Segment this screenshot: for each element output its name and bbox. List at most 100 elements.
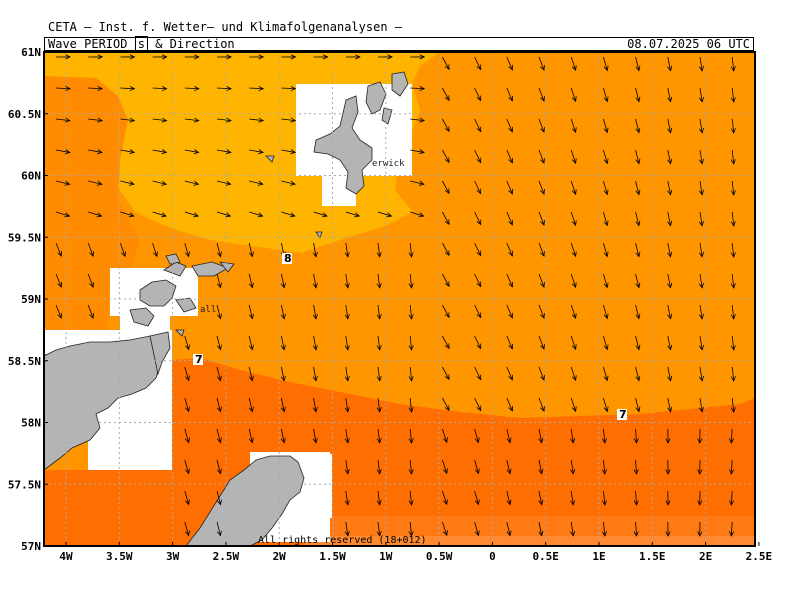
lon-tick-label: 0	[489, 550, 496, 563]
direction-arrow	[506, 56, 513, 71]
direction-arrow	[120, 242, 126, 258]
direction-arrow	[408, 459, 414, 475]
direction-arrow	[698, 180, 704, 196]
direction-arrow	[442, 118, 450, 133]
direction-arrow	[603, 149, 609, 165]
direction-arrow	[667, 180, 673, 196]
direction-arrow	[248, 397, 254, 413]
direction-arrow	[697, 521, 703, 537]
direction-arrow	[88, 180, 103, 186]
direction-arrow	[376, 459, 382, 475]
direction-arrow	[698, 304, 704, 320]
direction-arrow	[603, 397, 609, 413]
direction-arrow	[87, 242, 94, 257]
direction-arrow	[570, 304, 577, 320]
direction-arrow	[698, 397, 704, 413]
direction-arrow	[376, 428, 382, 444]
direction-arrow	[408, 273, 414, 289]
direction-arrow	[410, 85, 426, 92]
direction-arrow	[667, 366, 673, 382]
direction-arrow	[538, 366, 545, 381]
direction-arrow	[184, 211, 200, 218]
direction-arrow	[408, 366, 414, 382]
direction-arrow	[55, 242, 62, 257]
direction-arrow	[312, 335, 318, 351]
land-masses	[44, 71, 409, 546]
direction-arrow	[216, 117, 232, 123]
direction-arrow	[730, 149, 736, 165]
lat-tick-label: 58N	[21, 417, 41, 430]
direction-arrow	[697, 490, 703, 506]
direction-arrow	[570, 211, 577, 227]
direction-arrow	[474, 149, 482, 164]
aberdeenshire-coast	[185, 455, 305, 546]
direction-arrow	[570, 490, 576, 506]
direction-arrow	[408, 521, 414, 537]
direction-arrow	[538, 397, 545, 412]
direction-arrow	[88, 54, 104, 60]
direction-arrow	[570, 366, 577, 382]
direction-arrow	[216, 180, 232, 186]
lon-tick-label: 4W	[59, 550, 73, 563]
direction-arrow	[506, 87, 513, 102]
direction-arrow	[120, 180, 135, 186]
direction-arrow	[474, 180, 482, 195]
direction-arrow	[184, 242, 190, 258]
direction-arrow	[152, 117, 168, 123]
direction-arrow	[55, 54, 71, 60]
direction-arrow	[538, 242, 545, 257]
direction-arrow	[410, 211, 425, 218]
lon-tick-label: 2.5E	[746, 550, 773, 563]
lon-tick-label: 3.5W	[106, 550, 133, 563]
direction-arrow	[667, 56, 673, 72]
direction-arrow	[248, 428, 254, 444]
direction-arrow	[152, 149, 168, 155]
direction-arrow	[88, 85, 104, 92]
direction-arrow	[120, 54, 136, 60]
scotland-mainland	[44, 335, 167, 546]
direction-arrow	[635, 304, 641, 320]
direction-arrow	[408, 304, 414, 320]
direction-arrow	[730, 211, 736, 227]
direction-arrow	[120, 149, 136, 155]
direction-arrow	[601, 490, 607, 506]
direction-arrow	[570, 242, 577, 258]
direction-arrow	[344, 428, 350, 444]
direction-arrow	[538, 56, 545, 71]
lon-tick-label: 0.5W	[426, 550, 453, 563]
lat-tick-label: 60.5N	[8, 108, 41, 121]
direction-arrow	[570, 335, 577, 351]
direction-arrow	[698, 87, 704, 103]
direction-arrow	[442, 149, 450, 164]
direction-arrow	[698, 335, 704, 351]
title-bar: Wave PERIOD s & Direction 08.07.2025 06 …	[44, 36, 754, 52]
institute-header: CETA — Inst. f. Wetter— und Klimafolgena…	[48, 20, 403, 34]
direction-arrow	[730, 304, 736, 320]
direction-arrow	[474, 335, 482, 350]
direction-arrow	[249, 211, 264, 218]
direction-arrow	[603, 211, 609, 227]
direction-arrow	[474, 211, 482, 226]
direction-arrow	[281, 180, 296, 186]
direction-arrow	[249, 85, 265, 92]
direction-arrow	[408, 490, 414, 506]
direction-arrow	[184, 490, 190, 506]
direction-arrow	[474, 459, 480, 475]
direction-arrow	[667, 397, 673, 413]
direction-arrow	[184, 366, 190, 382]
contour-label-8: 8	[284, 252, 292, 265]
direction-arrow	[667, 335, 673, 351]
direction-arrow	[249, 180, 264, 186]
direction-arrow	[184, 459, 190, 475]
direction-arrow	[570, 521, 576, 537]
direction-arrow	[729, 428, 735, 444]
direction-arrow	[55, 85, 71, 92]
direction-arrow	[442, 428, 448, 444]
direction-arrow	[730, 242, 736, 258]
direction-arrow	[474, 521, 480, 537]
direction-arrow	[506, 397, 513, 412]
direction-arrow	[730, 366, 736, 382]
direction-arrow	[344, 335, 350, 351]
direction-arrow	[344, 273, 350, 289]
